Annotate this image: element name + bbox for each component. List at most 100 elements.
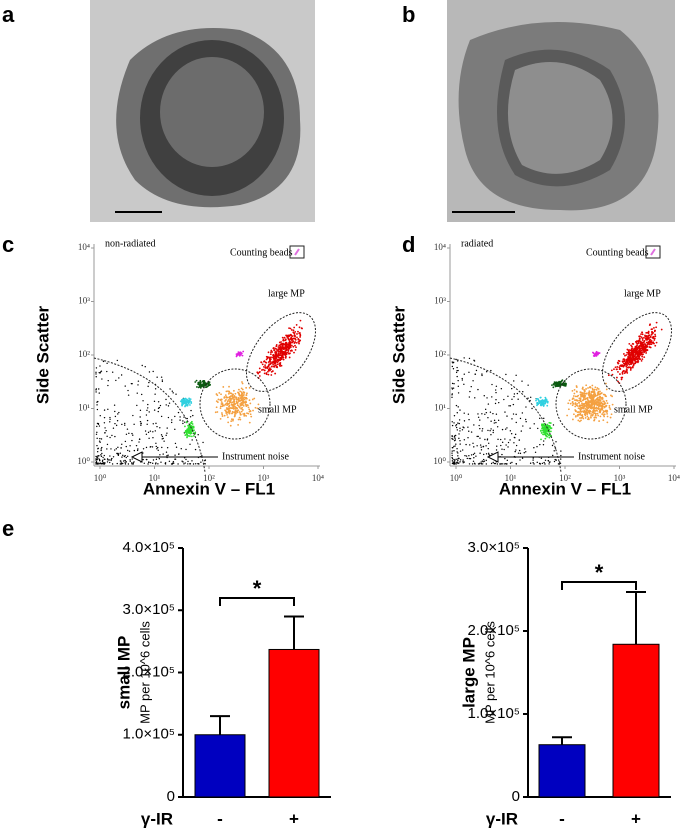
event-dot [230, 420, 233, 423]
event-dot [267, 361, 270, 364]
event-dot [175, 446, 178, 448]
event-dot [234, 409, 237, 411]
event-dot [539, 417, 541, 420]
event-dot [606, 415, 609, 418]
event-dot [519, 459, 521, 461]
event-dot [151, 462, 154, 464]
event-dot [652, 335, 655, 338]
event-dot [137, 384, 139, 386]
event-dot [640, 352, 643, 355]
event-dot [574, 415, 577, 418]
event-dot [130, 462, 133, 464]
event-dot [485, 445, 487, 447]
event-dot [485, 411, 488, 414]
event-dot [204, 382, 206, 385]
event-dot [558, 461, 561, 463]
event-dot [553, 381, 556, 384]
event-dot [241, 354, 244, 357]
event-dot [603, 400, 606, 403]
event-dot [457, 459, 459, 462]
event-dot [598, 402, 601, 404]
event-dot [109, 455, 111, 457]
event-dot [132, 463, 134, 465]
event-dot [95, 388, 98, 390]
event-dot [579, 406, 582, 409]
event-dot [277, 351, 280, 353]
event-dot [488, 442, 490, 444]
event-dot [184, 421, 186, 423]
event-dot [619, 365, 621, 367]
event-dot [103, 458, 105, 460]
event-dot [149, 446, 151, 448]
event-dot [451, 456, 453, 459]
beads [294, 248, 300, 256]
event-dot [103, 454, 105, 457]
event-dot [583, 389, 586, 391]
event-dot [194, 463, 197, 465]
event-dot [576, 402, 579, 405]
event-dot [147, 403, 149, 406]
event-dot [509, 405, 512, 407]
event-dot [114, 435, 116, 438]
event-dot [164, 462, 167, 465]
event-dot [455, 371, 458, 374]
event-dot [453, 463, 456, 465]
event-dot [155, 445, 157, 448]
event-dot [127, 389, 129, 392]
event-dot [589, 386, 592, 389]
event-dot [481, 374, 483, 377]
event-dot [500, 444, 502, 447]
event-dot [254, 406, 257, 409]
event-dot [272, 353, 275, 356]
event-dot [594, 394, 597, 397]
event-dot [587, 392, 590, 394]
event-dot [457, 455, 459, 457]
event-dot [270, 356, 272, 359]
event-dot [601, 402, 604, 405]
event-dot [533, 463, 535, 465]
event-dot [595, 388, 598, 391]
event-dot [495, 413, 498, 415]
event-dot [585, 392, 588, 395]
event-dot [576, 395, 579, 398]
event-dot [468, 418, 470, 421]
event-dot [237, 397, 240, 400]
event-dot [111, 371, 114, 373]
event-dot [466, 457, 468, 460]
event-dot [573, 392, 576, 395]
event-dot [190, 435, 193, 438]
event-dot [467, 413, 470, 415]
event-dot [646, 345, 649, 348]
event-dot [586, 409, 589, 412]
event-dot [265, 361, 268, 364]
event-dot [223, 396, 226, 398]
event-dot [197, 462, 199, 465]
event-dot [614, 366, 617, 369]
event-dot [539, 443, 541, 446]
event-dot [483, 395, 485, 397]
arrowhead [486, 451, 499, 463]
event-dot [97, 455, 99, 457]
event-dot [241, 409, 244, 411]
event-dot [179, 419, 181, 421]
event-dot [278, 344, 281, 347]
event-dot [544, 463, 546, 465]
event-dot [192, 434, 195, 437]
event-dot [473, 457, 475, 459]
event-dot [159, 404, 162, 407]
event-dot [458, 422, 460, 425]
event-dot [202, 441, 204, 444]
event-dot [611, 395, 614, 398]
event-dot [230, 418, 233, 421]
event-dot [241, 399, 244, 402]
event-dot [476, 445, 478, 447]
event-dot [174, 458, 176, 460]
event-dot [147, 463, 149, 465]
event-dot [647, 342, 650, 345]
event-dot [231, 395, 234, 398]
event-dot [592, 406, 594, 409]
event-dot [182, 420, 184, 422]
event-dot [469, 457, 472, 460]
event-dot [533, 447, 535, 449]
event-dot [455, 458, 457, 461]
